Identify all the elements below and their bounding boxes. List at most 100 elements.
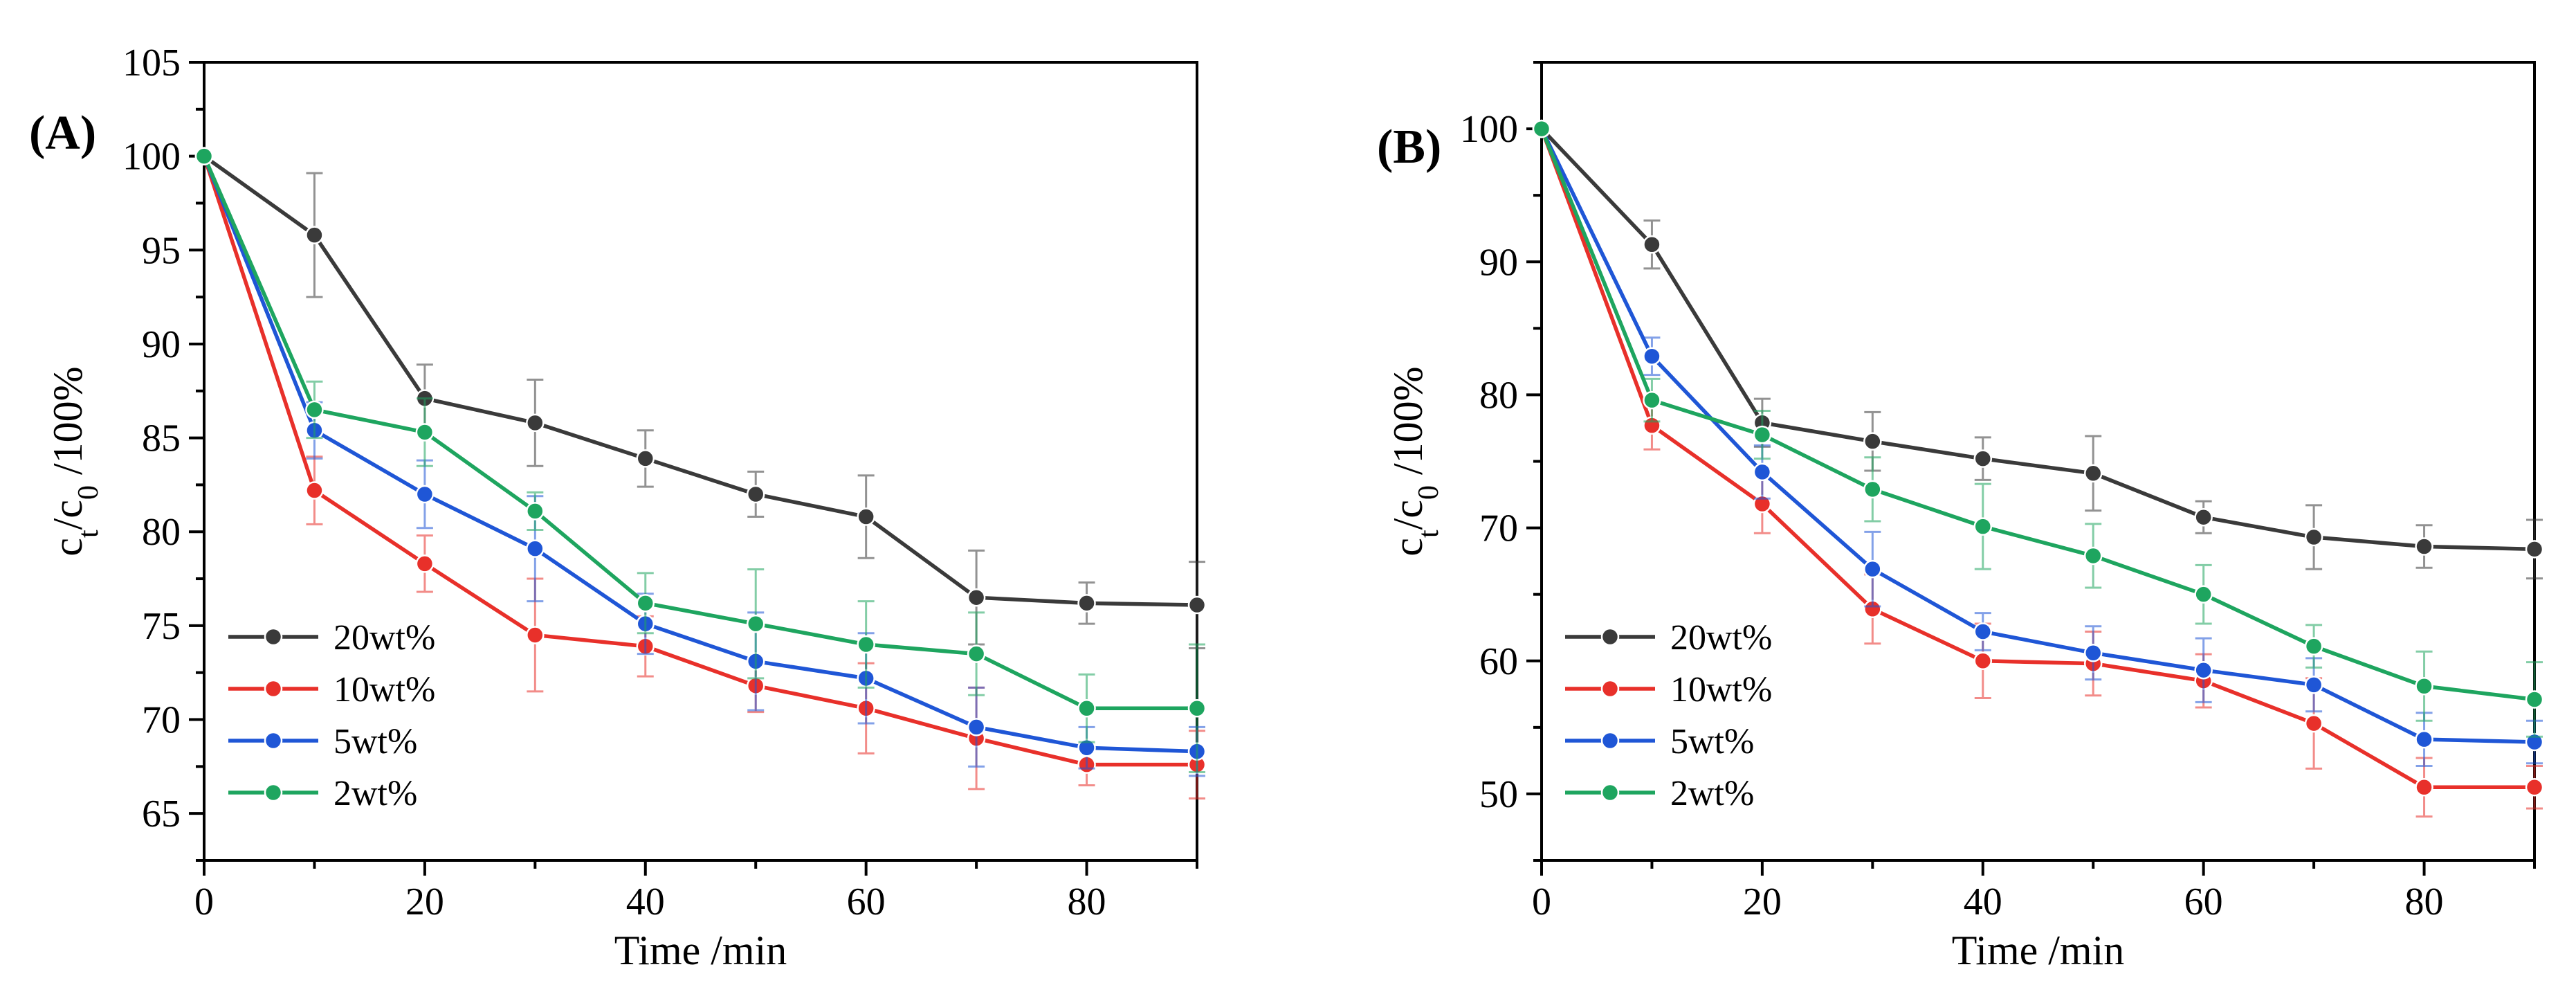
panel-b-series-2wtpct-marker — [1753, 425, 1772, 444]
panel-b-series-20wtpct-marker — [2304, 527, 2323, 547]
panel-b-series-20wtpct-marker — [2415, 537, 2433, 556]
panel-b-series-20wtpct-marker — [2194, 507, 2213, 527]
panel-b-y-tick-label: 60 — [1479, 640, 1518, 683]
panel-b-x-tick-label: 20 — [1743, 880, 1782, 923]
panel-b-series-2wtpct-marker — [2525, 690, 2544, 709]
panel-b-series-2wtpct-marker — [1973, 517, 1993, 536]
panel-a-y-axis-title-part: 0 — [73, 485, 104, 500]
panel-b-y-axis-title: ct/c0 /100% — [1385, 366, 1445, 556]
panel-a-series-20wtpct-marker — [1187, 595, 1207, 615]
panel-a-series-2wtpct-marker — [1077, 699, 1096, 718]
panel-b-y-tick-label: 100 — [1460, 108, 1518, 151]
panel-a-series-20wtpct-marker — [636, 449, 655, 468]
panel-a-series-10wtpct-marker — [526, 626, 545, 644]
panel-b-series-5wtpct-marker — [2083, 643, 2103, 662]
panel-b-series-2wtpct-marker — [2304, 637, 2323, 656]
panel-a-legend-5wtpct-label: 5wt% — [334, 722, 417, 761]
panel-a-series-20wtpct-marker — [305, 226, 324, 244]
panel-a-x-tick-label: 80 — [1068, 880, 1106, 923]
panel-a-y-axis-title: ct/c0 /100% — [45, 366, 104, 556]
panel-b-series-5wtpct-line — [1540, 127, 2535, 744]
panel-a-label: (A) — [29, 107, 96, 160]
panel-a-y-tick-label: 95 — [142, 229, 181, 272]
panel-b-series-5wtpct-marker — [1753, 462, 1772, 482]
panel-b-series-5wtpct-marker — [2415, 730, 2433, 749]
panel-a-plot-frame — [203, 61, 1198, 862]
panel-b-series-2wtpct-marker — [1532, 119, 1551, 138]
panel-a-series-5wtpct-line — [202, 155, 1198, 754]
panel-b-series-2wtpct-marker — [2083, 546, 2103, 566]
panel-a-y-tick-label: 100 — [122, 136, 181, 179]
panel-b-series-10wtpct-marker — [1973, 651, 1993, 670]
panel-a-series-2wtpct — [194, 147, 1207, 773]
panel-b-y-tick-label: 50 — [1479, 773, 1518, 816]
panel-a-series-2wtpct-line — [202, 155, 1197, 711]
panel-b-series-5wtpct-marker — [1643, 347, 1661, 365]
panel-a-series-10wtpct-marker — [415, 554, 435, 573]
panel-b-series-20wtpct-marker — [1973, 449, 1993, 468]
panel-a-legend-2wtpct-marker — [264, 783, 283, 802]
panel-a-series-10wtpct-line — [202, 155, 1197, 767]
panel-b-legend-5wtpct-label: 5wt% — [1670, 722, 1754, 761]
panel-a-y-axis-title-part: t — [73, 530, 104, 538]
panel-b-y-tick-label: 80 — [1479, 374, 1518, 417]
panel-b-label: (B) — [1377, 120, 1441, 174]
panel-b-series-2wtpct-marker — [1643, 390, 1661, 410]
panel-b-y-axis-title-part: 0 — [1413, 485, 1445, 500]
panel-b-series-10wtpct — [1532, 119, 2544, 818]
panel-a-y-axis-title-part: c — [45, 538, 91, 557]
panel-a-y-axis-title-part: /c — [45, 500, 91, 530]
panel-a-y-tick-label: 105 — [122, 42, 181, 84]
panel-a-series-2wtpct-error-bars — [306, 380, 1205, 773]
panel-b-x-tick-label: 40 — [1964, 880, 2002, 923]
panel-a-series-20wtpct-marker — [967, 588, 986, 607]
panel-a: 0 20 40 60 80 65 70 75 80 85 90 95 100 105 Time /min ct… — [29, 42, 1207, 973]
panel-b-legend-2wtpct-marker — [1600, 783, 1620, 802]
panel-a-x-tick-label: 20 — [405, 880, 444, 923]
panel-a-series-2wtpct-marker — [415, 423, 435, 442]
panel-a-series-2wtpct-marker — [636, 594, 655, 613]
panel-b-legend-10wtpct-label: 10wt% — [1670, 670, 1772, 710]
panel-b-x-axis-title: Time /min — [1952, 928, 2125, 973]
panel-b-series-2wtpct — [1532, 119, 2544, 738]
panel-a-x-tick-label: 40 — [626, 880, 665, 923]
panel-b-series-5wtpct-marker — [2194, 660, 2213, 680]
panel-b-y-tick-label: 70 — [1479, 507, 1518, 550]
panel-b-series-20wtpct — [1532, 119, 2544, 580]
panel-b-x-tick-label: 80 — [2405, 880, 2444, 923]
panel-a-series-20wtpct-marker — [746, 485, 765, 504]
panel-b-series-5wtpct — [1532, 119, 2544, 768]
panel-b-series-20wtpct-line — [1540, 127, 2535, 552]
panel-b-series-10wtpct-line — [1540, 128, 2534, 790]
panel-b-legend-20wtpct-marker — [1600, 627, 1620, 647]
panel-b-legend-2wtpct-label: 2wt% — [1670, 774, 1754, 813]
panel-b-series-20wtpct-marker — [2525, 540, 2544, 559]
panel-a-series-5wtpct-marker — [967, 718, 986, 737]
panel-b-legend-10wtpct-marker — [1600, 679, 1620, 698]
panel-b-series-5wtpct-marker — [1973, 622, 1993, 641]
panel-b-y-axis-title-part: t — [1413, 530, 1445, 538]
panel-a-y-tick-label: 90 — [142, 323, 181, 366]
panel-b-series-5wtpct-marker — [1863, 559, 1882, 579]
panel-a-legend-10wtpct-label: 10wt% — [334, 670, 435, 710]
panel-a-series-20wtpct-marker — [857, 507, 875, 526]
panel-a-y-tick-label: 85 — [142, 417, 181, 460]
panel-b-y-axis-title-part: /100% — [1385, 366, 1431, 485]
panel-b-series-20wtpct-marker — [2083, 464, 2103, 483]
panel-a-legend-5wtpct-marker — [264, 731, 283, 750]
panel-a-y-axis-title-part: /100% — [45, 366, 91, 485]
panel-b-series-10wtpct-marker — [2415, 778, 2433, 797]
panel-b-y-tick-label: 90 — [1479, 241, 1518, 284]
panel-a-series-2wtpct-marker — [967, 644, 986, 663]
panel-b-series-2wtpct-line — [1540, 128, 2535, 702]
panel-a-x-tick-label: 60 — [847, 880, 886, 923]
panel-a-legend-20wtpct-marker — [264, 627, 283, 647]
panel-a-series-2wtpct-marker — [1187, 699, 1207, 718]
panel-b-y-axis-title-part: c — [1385, 538, 1431, 557]
panel-b-y-axis-title-part: /c — [1385, 500, 1431, 530]
panel-a-series-5wtpct-marker — [526, 539, 545, 558]
panel-b-series-2wtpct-marker — [2415, 677, 2433, 696]
panel-a-series-20wtpct — [194, 147, 1207, 649]
panel-b-series-10wtpct-marker — [2304, 714, 2323, 733]
